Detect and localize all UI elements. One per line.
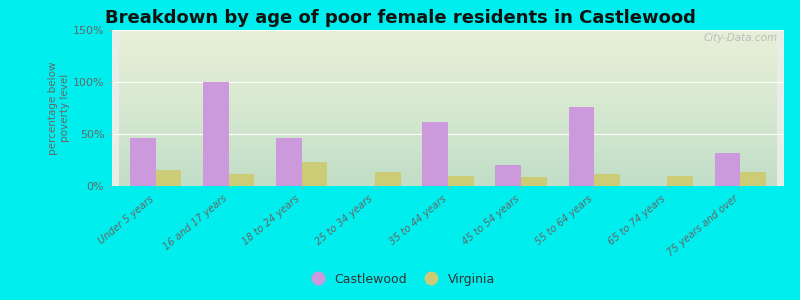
Bar (302, 162, 327, 186)
Bar (375, 172, 401, 186)
Bar (569, 107, 594, 186)
Bar (495, 165, 521, 186)
Bar (740, 172, 766, 186)
Bar (594, 173, 620, 186)
Bar (229, 173, 254, 186)
Text: Breakdown by age of poor female residents in Castlewood: Breakdown by age of poor female resident… (105, 9, 695, 27)
Bar (156, 170, 182, 186)
Bar (521, 177, 546, 186)
Bar (714, 153, 740, 186)
Bar (667, 176, 693, 186)
Y-axis label: percentage below
poverty level: percentage below poverty level (48, 61, 70, 155)
Text: City-Data.com: City-Data.com (703, 33, 778, 43)
Bar (422, 122, 448, 186)
Bar (203, 82, 229, 186)
Legend: Castlewood, Virginia: Castlewood, Virginia (300, 268, 500, 291)
Bar (130, 138, 156, 186)
Bar (448, 176, 474, 186)
Bar (276, 138, 302, 186)
